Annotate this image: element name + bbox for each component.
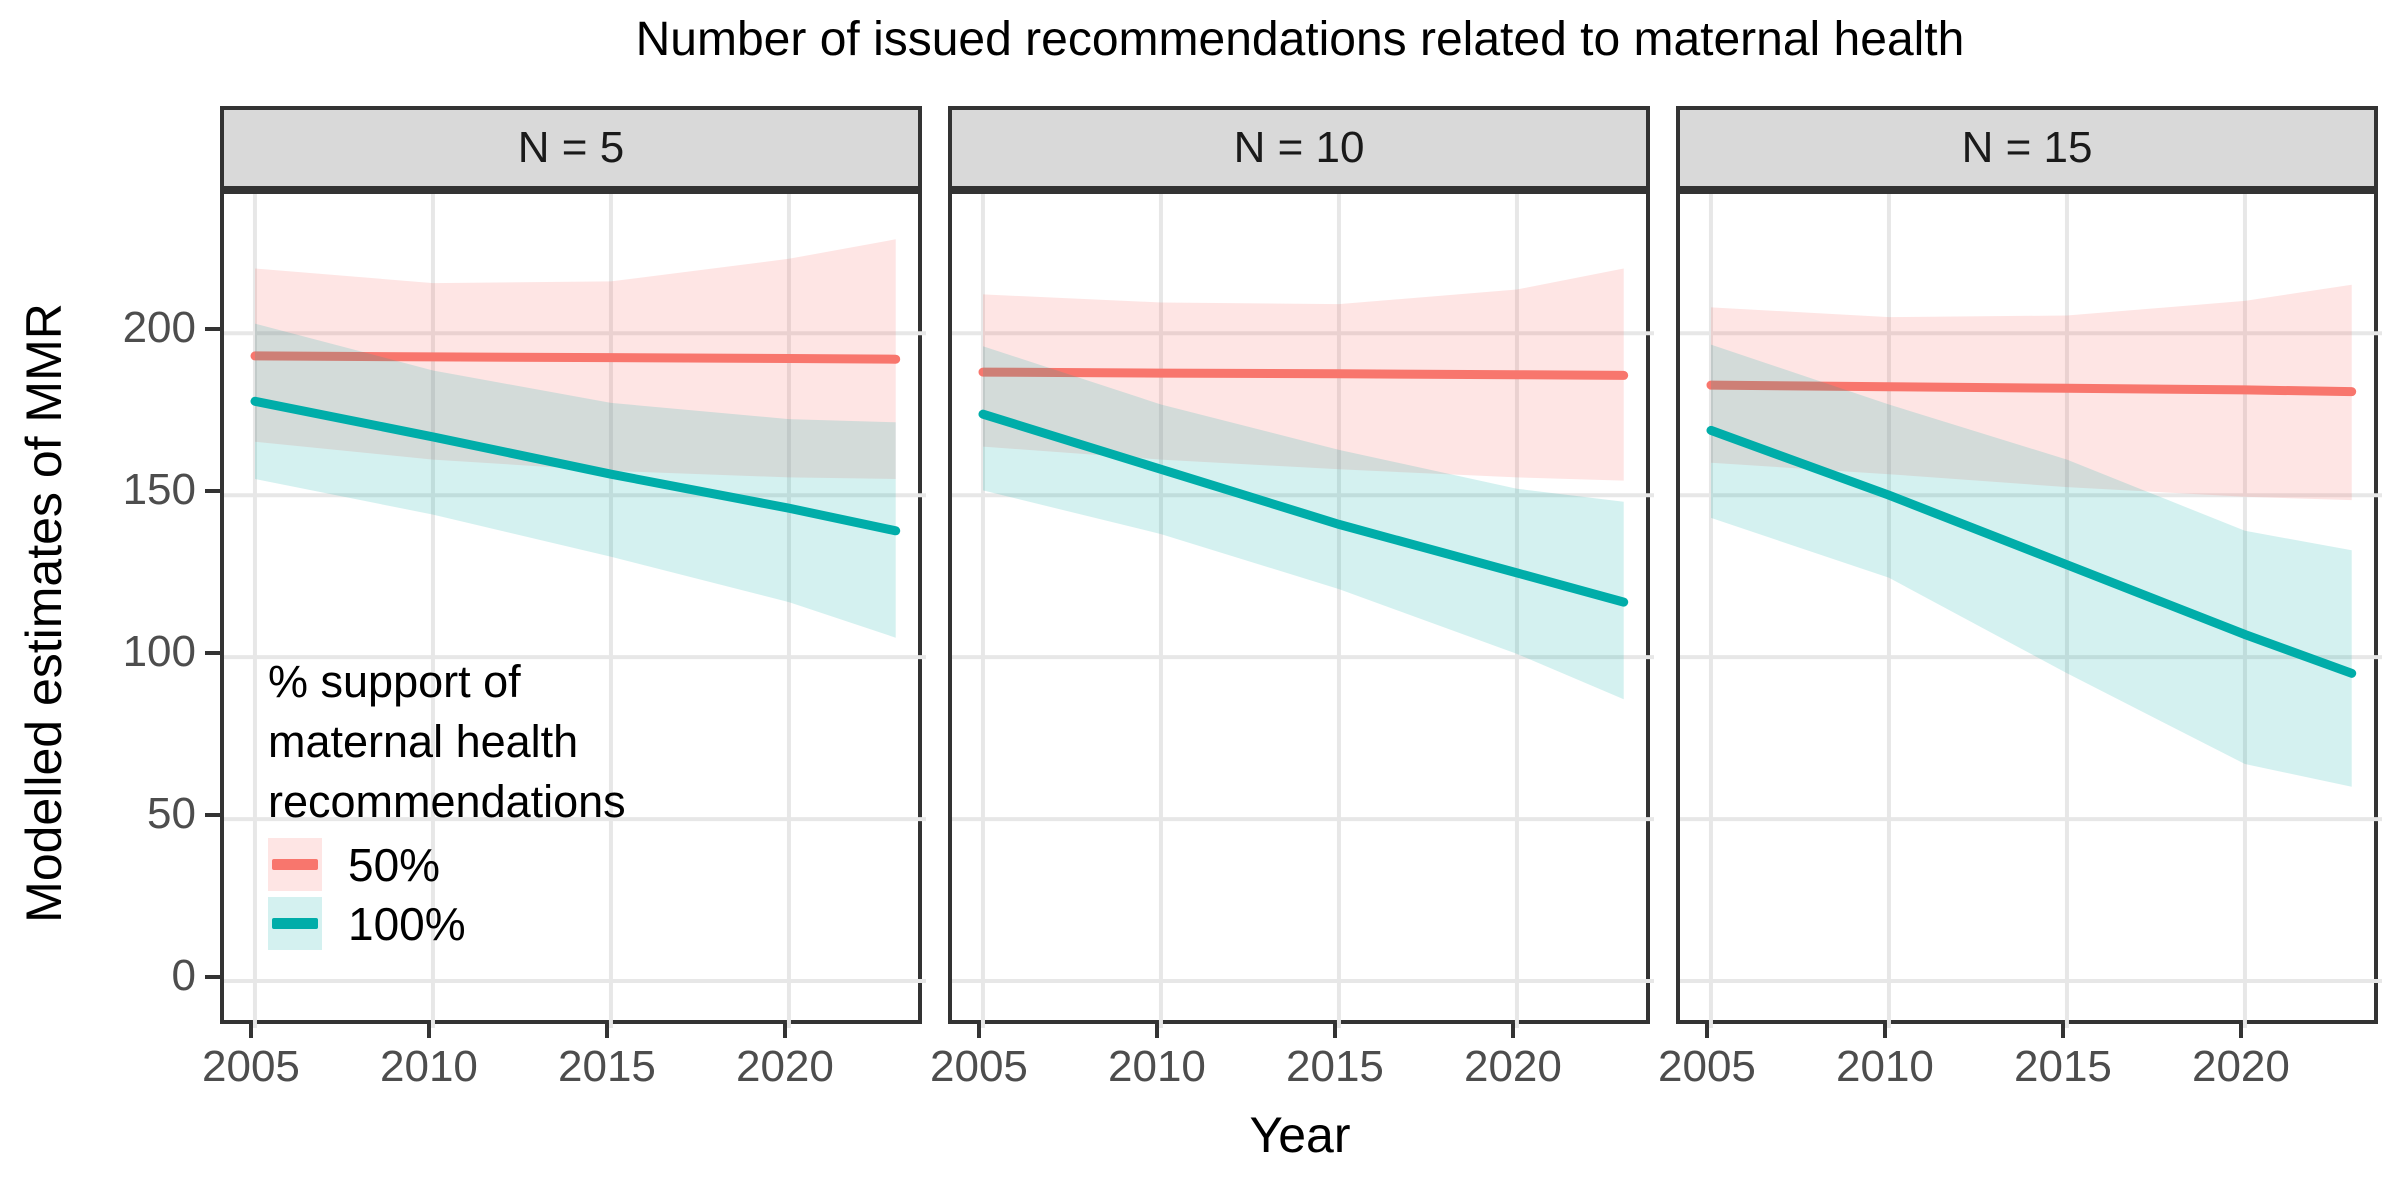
chart-title: Number of issued recommendations related…: [635, 13, 1965, 66]
y-tick-label: 50: [147, 789, 196, 839]
legend-item-50: 50%: [268, 838, 626, 891]
facet-strip-label: N = 5: [517, 123, 625, 172]
panel-plot-area: [224, 194, 926, 1028]
trend-line-100: [250, 396, 901, 536]
x-tick-label: 2020: [1463, 1042, 1562, 1091]
x-tick-mark: [2238, 1023, 2243, 1038]
y-tick-mark: [205, 651, 220, 656]
y-tick-label: 150: [122, 465, 196, 515]
x-tick-mark: [782, 1023, 787, 1038]
x-tick-label: 2010: [380, 1042, 478, 1091]
x-tick-mark: [426, 1023, 431, 1038]
legend-item-100: 100%: [268, 897, 626, 950]
x-tick-mark: [1510, 1023, 1515, 1038]
facet-panel-n5: [220, 190, 926, 1028]
ci-band-100: [1711, 344, 2352, 787]
legend-label-50: 50%: [348, 838, 441, 891]
legend: % support of maternal health recommendat…: [268, 652, 626, 950]
facet-strip-label: N = 10: [1233, 123, 1365, 172]
x-tick-mark: [1332, 1023, 1337, 1038]
x-tick-label: 2015: [558, 1042, 656, 1091]
legend-key-50-line: [272, 859, 318, 870]
facet-strip-n10: N = 10: [948, 106, 1650, 190]
panel-plot-area: [1680, 194, 2382, 1028]
x-tick-mark: [248, 1023, 253, 1038]
x-tick-label: 2015: [1286, 1042, 1384, 1091]
trend-line-50: [978, 367, 1629, 380]
x-tick-label: 2020: [2191, 1042, 2290, 1091]
x-axis-title: Year: [1249, 1107, 1351, 1163]
facet-strip-n15: N = 15: [1676, 106, 2378, 190]
legend-key-100-band: [268, 897, 322, 950]
x-tick-mark: [1154, 1023, 1159, 1038]
x-tick-label: 2005: [202, 1042, 300, 1091]
legend-key-50-band: [268, 838, 322, 891]
facet-panel-n15: [1676, 190, 2382, 1028]
y-tick-label: 100: [122, 627, 196, 677]
x-tick-label: 2005: [930, 1042, 1028, 1091]
legend-key-100-line: [272, 918, 318, 929]
y-tick-label: 200: [122, 303, 196, 353]
trend-line-50: [1706, 380, 2357, 397]
x-tick-label: 2010: [1108, 1042, 1206, 1091]
y-axis-title: Modelled estimates of MMR: [16, 303, 72, 923]
legend-label-100: 100%: [348, 897, 466, 950]
trend-line-50: [250, 351, 901, 364]
x-tick-label: 2010: [1836, 1042, 1934, 1091]
panel-plot-area: [952, 194, 1654, 1028]
x-tick-label: 2005: [1658, 1042, 1756, 1091]
x-tick-mark: [976, 1023, 981, 1038]
trend-line-100: [1706, 425, 2357, 678]
facet-strip-n5: N = 5: [220, 106, 922, 190]
y-tick-mark: [205, 813, 220, 818]
y-tick-mark: [205, 975, 220, 980]
y-tick-mark: [205, 327, 220, 332]
ci-band-100: [983, 346, 1624, 700]
facet-strip-label: N = 15: [1961, 123, 2093, 172]
y-tick-label: 0: [171, 951, 196, 1001]
y-tick-mark: [205, 489, 220, 494]
legend-title: % support of maternal health recommendat…: [268, 656, 626, 827]
x-tick-mark: [1704, 1023, 1709, 1038]
x-tick-mark: [604, 1023, 609, 1038]
facet-panel-n10: [948, 190, 1654, 1028]
trend-line-100: [978, 409, 1629, 607]
x-tick-mark: [2060, 1023, 2065, 1038]
x-tick-label: 2020: [735, 1042, 834, 1091]
x-tick-mark: [1882, 1023, 1887, 1038]
ci-band-100: [255, 323, 896, 638]
x-tick-label: 2015: [2014, 1042, 2112, 1091]
